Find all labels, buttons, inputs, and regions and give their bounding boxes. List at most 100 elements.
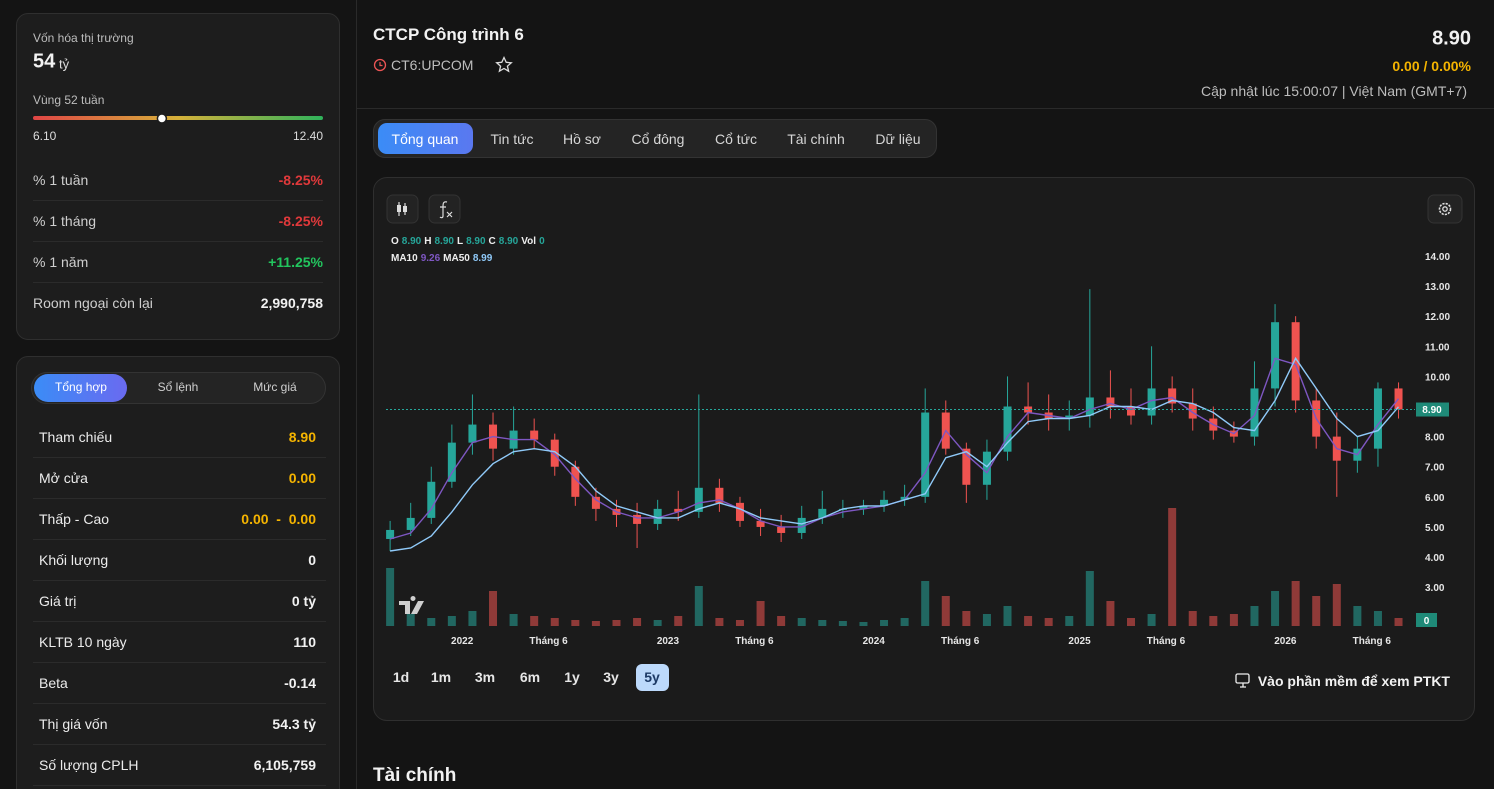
x-tick-label: Tháng 6 (1353, 636, 1392, 647)
volume-bar (1312, 596, 1321, 626)
summary-label: Tham chiếu (39, 429, 113, 445)
volume-bar (447, 616, 456, 626)
legend-value: 8.99 (472, 253, 493, 264)
separator (33, 457, 326, 458)
volume-bar (982, 614, 991, 626)
x-tick-label: Tháng 6 (735, 636, 774, 647)
volume-bar (715, 618, 724, 626)
summary-label: Số lượng CPLH (39, 757, 139, 773)
monitor-icon (1235, 673, 1250, 684)
summary-value: 0 (308, 552, 316, 568)
candle-body (550, 439, 559, 467)
x-tick-label: 2023 (657, 636, 680, 647)
nav-tab: Dữ liệu (875, 131, 921, 147)
stat-label: % 1 tuần (33, 172, 89, 188)
volume-bar (1024, 616, 1033, 626)
volume-bar (1168, 508, 1177, 626)
y-tick-label: 4.00 (1425, 553, 1445, 564)
range-button: 1m (430, 669, 452, 685)
volume-bar (859, 622, 868, 626)
volume-bar (1332, 584, 1341, 626)
legend-key: Vol (521, 236, 537, 247)
ma-line (389, 356, 1400, 552)
volume-bar (1044, 618, 1053, 626)
summary-card (16, 356, 340, 789)
candle-body (1271, 322, 1280, 389)
volume-bar (818, 620, 827, 626)
y-tick-label: 8.00 (1425, 433, 1445, 444)
nav-tab: Tin tức (490, 131, 534, 147)
candle-tool[interactable] (386, 194, 419, 224)
separator (33, 621, 326, 622)
candle-body (468, 424, 477, 443)
range-high: 12.40 (292, 129, 323, 143)
candle-body (406, 517, 415, 530)
gear-icon (1438, 202, 1452, 216)
volume-bar (777, 616, 786, 626)
x-tick-label: 2025 (1068, 636, 1091, 647)
summary-label: Mở cửa (39, 470, 88, 486)
tv-logo (399, 596, 424, 614)
stat-label: Room ngoại còn lại (33, 295, 153, 311)
separator (33, 498, 326, 499)
candle-body (1024, 406, 1033, 413)
legend-value: 8.90 (434, 236, 454, 247)
candle-body (900, 496, 909, 500)
legend-key: C (488, 236, 496, 247)
volume-bar (921, 581, 930, 626)
nav-tab-active[interactable] (378, 123, 473, 154)
volume-bar (900, 618, 909, 626)
summary-value: 110 (293, 634, 316, 650)
volume-bar (489, 591, 498, 626)
summary-label: Beta (39, 675, 68, 691)
volume-bar (1126, 618, 1135, 626)
separator (33, 580, 326, 581)
summary-label: KLTB 10 ngày (39, 634, 127, 650)
y-tick-label: 14.00 (1425, 252, 1450, 263)
volume-bar (571, 620, 580, 626)
volume-bar (1147, 614, 1156, 626)
ma-line (389, 357, 1400, 540)
candle-body (633, 514, 642, 524)
candle-body (1373, 388, 1382, 449)
candle-body (571, 466, 580, 497)
range-bar (33, 116, 323, 120)
candle-body (1085, 397, 1094, 416)
candle-body (1106, 397, 1115, 407)
range-active[interactable] (636, 664, 669, 691)
x-tick-label: Tháng 6 (941, 636, 980, 647)
x-tick-label: Tháng 6 (529, 636, 568, 647)
candle-body (880, 499, 889, 506)
overview-card (16, 13, 340, 340)
legend-value: 8.90 (498, 236, 519, 247)
candle-body (859, 505, 868, 509)
candle-icon (403, 206, 407, 212)
company-name: CTCP Công trình 6 (373, 25, 524, 44)
legend-key: H (424, 236, 432, 247)
candle-body (777, 526, 786, 533)
divider (356, 0, 357, 789)
price-change: 0.00 / 0.00% (1392, 58, 1471, 74)
market-cap-label: Vốn hóa thị trường (33, 31, 134, 45)
volume-bar (880, 620, 889, 626)
summary-tab-active[interactable] (34, 374, 127, 402)
separator (33, 785, 326, 786)
star-icon[interactable] (495, 55, 513, 73)
candle-body (447, 442, 456, 482)
indicator-tool[interactable] (428, 194, 461, 224)
volume-bar (612, 620, 621, 626)
settings-tool[interactable] (1427, 194, 1463, 224)
stat-label: % 1 năm (33, 254, 89, 270)
range-button: 1d (392, 669, 410, 685)
candle-body (1188, 403, 1197, 419)
x-tick-label: 2024 (863, 636, 886, 647)
candle-body (1126, 406, 1135, 416)
ohlc-legend: MA10 9.26 MA50 8.99 (391, 253, 492, 264)
candle-body (694, 487, 703, 512)
plot: 3.004.005.006.007.008.009.0010.0011.0012… (386, 252, 1450, 647)
volume-bar (674, 616, 683, 626)
stat-value: 2,990,758 (260, 295, 323, 311)
candle-body (921, 412, 930, 497)
summary-label: Thấp - Cao (39, 511, 110, 527)
